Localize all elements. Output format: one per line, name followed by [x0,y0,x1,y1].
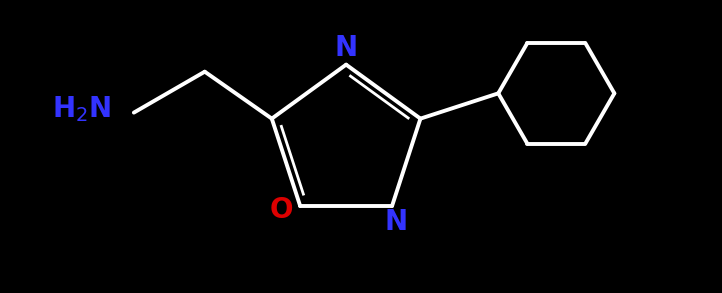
Text: N: N [384,208,407,236]
Text: N: N [334,34,357,62]
Text: H$_2$N: H$_2$N [52,94,111,124]
Text: O: O [270,196,293,224]
